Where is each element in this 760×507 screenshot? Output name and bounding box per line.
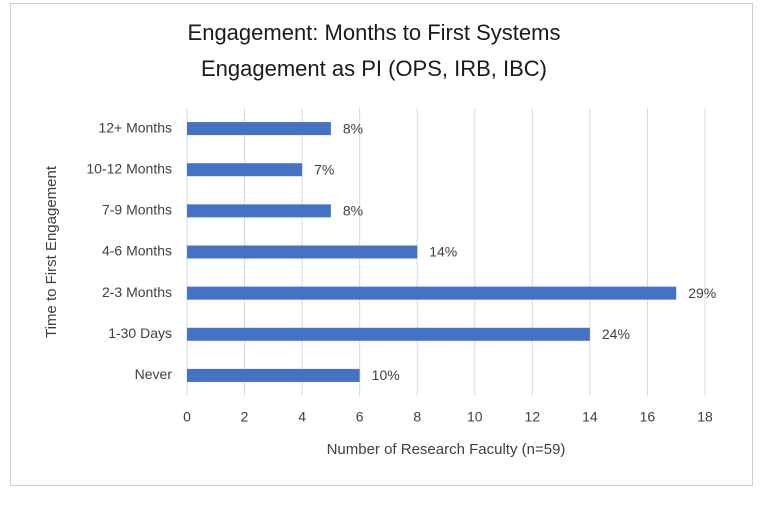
y-tick-label: 1-30 Days: [108, 325, 172, 341]
x-tick-label: 8: [413, 409, 421, 425]
value-label: 29%: [688, 285, 716, 301]
y-tick-label: 7-9 Months: [102, 202, 172, 218]
x-tick-label: 2: [241, 409, 249, 425]
y-tick-label: 2-3 Months: [102, 284, 172, 300]
value-label: 10%: [372, 367, 400, 383]
bar: [187, 245, 418, 259]
chart-border: [10, 3, 753, 486]
value-label: 8%: [343, 203, 363, 219]
value-label: 8%: [343, 120, 363, 136]
value-label: 7%: [314, 161, 334, 177]
x-tick-label: 0: [183, 409, 191, 425]
x-axis-title: Number of Research Faculty (n=59): [327, 441, 566, 458]
y-axis-title: Time to First Engagement: [43, 165, 60, 338]
y-tick-label: 4-6 Months: [102, 243, 172, 259]
x-tick-label: 4: [298, 409, 306, 425]
bar: [187, 122, 331, 136]
chart-title: Engagement: Months to First Systems: [188, 20, 561, 45]
x-tick-label: 12: [525, 409, 541, 425]
chart-title: Engagement as PI (OPS, IRB, IBC): [201, 56, 547, 81]
y-tick-label: Never: [135, 366, 173, 382]
value-label: 14%: [429, 244, 457, 260]
x-tick-label: 10: [467, 409, 483, 425]
value-label: 24%: [602, 326, 630, 342]
x-tick-label: 6: [356, 409, 364, 425]
bar: [187, 286, 677, 300]
bar: [187, 163, 303, 177]
x-tick-label: 14: [582, 409, 598, 425]
y-tick-label: 10-12 Months: [86, 160, 172, 176]
bar: [187, 368, 360, 382]
bar: [187, 327, 590, 341]
y-tick-label: 12+ Months: [98, 119, 172, 135]
bar: [187, 204, 331, 218]
x-tick-label: 16: [640, 409, 656, 425]
x-tick-label: 18: [697, 409, 713, 425]
